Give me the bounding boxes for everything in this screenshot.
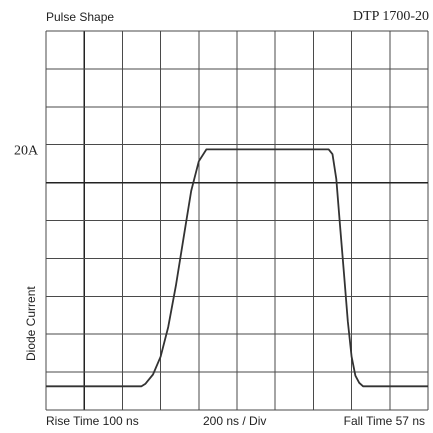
x-axis-label: 200 ns / Div (203, 414, 267, 428)
fall-time-label: Fall Time 57 ns (343, 414, 425, 428)
y-tick-20a: 20A (14, 143, 39, 158)
chart-title: Pulse Shape (46, 10, 115, 24)
model-label: DTP 1700-20 (352, 9, 429, 24)
y-axis-label: Diode Current (24, 286, 38, 361)
grid (45, 30, 429, 411)
rise-time-label: Rise Time 100 ns (46, 414, 139, 428)
pulse-series-line (46, 148, 428, 388)
series-layer (46, 148, 428, 388)
